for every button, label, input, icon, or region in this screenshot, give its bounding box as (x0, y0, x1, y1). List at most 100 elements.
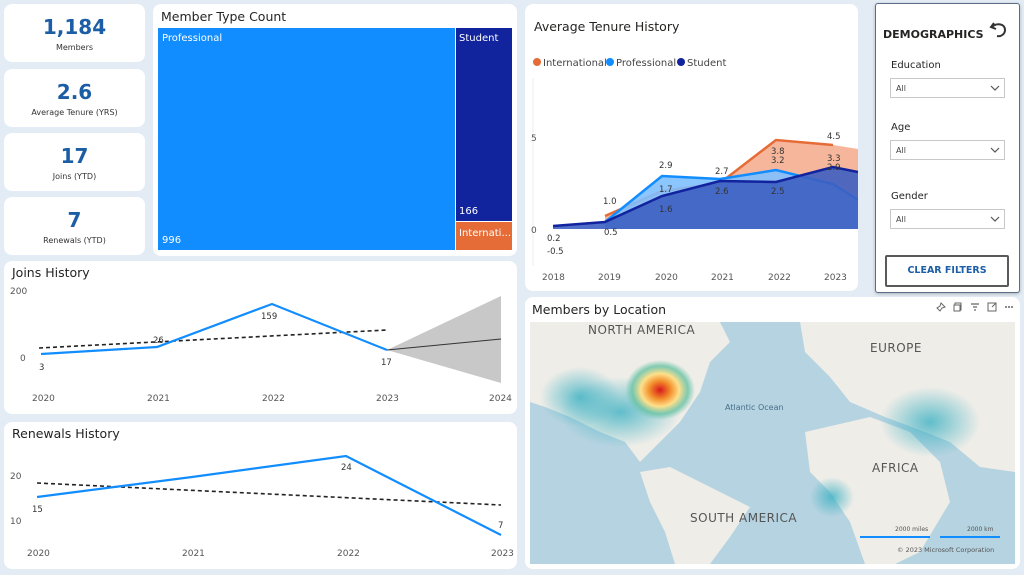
kpi-joins-label: Joins (YTD) (52, 172, 97, 181)
clear-filters-button[interactable]: CLEAR FILTERS (885, 255, 1009, 287)
tenure-x-2023: 2023 (824, 273, 847, 283)
tenure-legend: International Professional Student (533, 58, 726, 69)
chevron-down-icon (990, 216, 1000, 222)
kpi-tenure-label: Average Tenure (YRS) (31, 108, 118, 117)
joins-forecast-line (386, 338, 502, 351)
tenure-label-13: 4.5 (827, 132, 841, 142)
education-label: Education (891, 60, 941, 71)
tenure-label-14: 3.3 (827, 154, 841, 164)
tenure-chart-svg: International Professional Student 5 0 0… (531, 58, 858, 283)
legend-professional: Professional (616, 58, 676, 69)
tenure-line-student (552, 165, 858, 228)
joins-x-2021: 2021 (147, 394, 170, 404)
kpi-tenure-value: 2.6 (56, 80, 93, 104)
gender-select[interactable]: All (890, 209, 1005, 229)
map-canvas[interactable]: NORTH AMERICA EUROPE AFRICA SOUTH AMERIC… (530, 322, 1015, 564)
copy-icon[interactable] (953, 302, 963, 312)
gender-label: Gender (891, 191, 928, 202)
renewals-x-2023: 2023 (491, 549, 514, 559)
tenure-x-2021: 2021 (711, 273, 734, 283)
map-label-ocean: Atlantic Ocean (725, 403, 784, 412)
treemap-cell-international[interactable]: Internati... (456, 222, 512, 250)
kpi-members-value: 1,184 (42, 15, 107, 39)
chevron-down-icon (990, 85, 1000, 91)
tenure-y-tick-0: 0 (531, 226, 537, 236)
education-select[interactable]: All (890, 78, 1005, 98)
legend-dot-professional (606, 58, 614, 66)
undo-icon[interactable] (988, 18, 1010, 40)
joins-y-tick-0: 0 (20, 354, 26, 364)
tenure-label-4: 0.5 (604, 228, 618, 238)
gender-value: All (896, 215, 906, 224)
map-heat-africa (810, 477, 854, 517)
map-label-africa: AFRICA (872, 461, 919, 475)
legend-international: International (543, 58, 607, 69)
map-heat-europe (880, 387, 980, 457)
kpi-renewals-card: 7 Renewals (YTD) (4, 197, 145, 255)
tenure-label-6: 1.7 (659, 185, 673, 195)
tenure-x-2022: 2022 (768, 273, 791, 283)
treemap-title: Member Type Count (161, 9, 287, 24)
joins-line (40, 302, 388, 356)
joins-trendline (38, 329, 388, 349)
tenure-label-7: 1.6 (659, 205, 673, 215)
demographics-title: DEMOGRAPHICS (883, 28, 984, 41)
demographics-filter-panel: DEMOGRAPHICS Education All Age All Gende… (875, 3, 1020, 293)
more-icon[interactable] (1004, 302, 1014, 312)
legend-student: Student (687, 58, 726, 69)
tenure-label-2: -0.5 (547, 247, 564, 257)
expand-icon[interactable] (987, 302, 997, 312)
map-label-europe: EUROPE (870, 341, 922, 355)
tenure-label-11: 3.2 (771, 156, 785, 166)
kpi-members-card: 1,184 Members (4, 4, 145, 62)
kpi-tenure-card: 2.6 Average Tenure (YRS) (4, 69, 145, 127)
tenure-label-3: 1.0 (603, 197, 617, 207)
tenure-label-15: 2.9 (827, 163, 841, 173)
joins-label-2020: 3 (39, 363, 44, 373)
tenure-x-2020: 2020 (655, 273, 678, 283)
joins-label-2022: 159 (261, 312, 277, 322)
map-heat-hotspot (625, 360, 695, 420)
member-type-treemap-card: Member Type Count Professional 996 Stude… (153, 4, 517, 256)
treemap-cell-professional[interactable]: Professional 996 (158, 28, 455, 250)
tenure-label-9: 2.6 (715, 187, 729, 197)
map-land-south-america (640, 467, 750, 564)
joins-x-2020: 2020 (32, 394, 55, 404)
renewals-label-2022: 24 (341, 463, 352, 473)
joins-history-card: Joins History 200 0 3 26 159 17 2020 202… (4, 261, 517, 414)
map-title: Members by Location (532, 302, 667, 317)
renewals-x-2020: 2020 (27, 549, 50, 559)
treemap-label-international: Internati... (459, 228, 511, 239)
renewals-history-card: Renewals History 20 10 15 24 7 2020 2021… (4, 422, 517, 569)
renewals-chart-svg: 20 10 15 24 7 2020 2021 2022 2023 (10, 454, 514, 559)
kpi-joins-card: 17 Joins (YTD) (4, 133, 145, 191)
members-by-location-card: Members by Location (525, 297, 1020, 569)
joins-forecast-range (387, 296, 501, 383)
renewals-label-2023: 7 (498, 521, 503, 531)
renewals-label-2020: 15 (32, 505, 43, 515)
tenure-label-12: 2.5 (771, 187, 785, 197)
visual-header-icons (936, 302, 1014, 312)
renewals-title: Renewals History (12, 426, 120, 441)
tenure-label-5: 2.9 (659, 161, 673, 171)
map-scale-miles: 2000 miles (895, 526, 928, 533)
legend-dot-student (677, 58, 685, 66)
chevron-down-icon (990, 147, 1000, 153)
age-select[interactable]: All (890, 140, 1005, 160)
treemap-value-student: 166 (459, 206, 479, 217)
map-scale-km: 2000 km (967, 526, 994, 533)
treemap-label-student: Student (459, 33, 499, 44)
renewals-y-tick-10: 10 (10, 517, 22, 527)
pin-icon[interactable] (936, 302, 946, 312)
kpi-renewals-value: 7 (67, 208, 82, 232)
renewals-x-2022: 2022 (337, 549, 360, 559)
treemap-label-professional: Professional (162, 33, 223, 44)
treemap-cell-student[interactable]: Student 166 (456, 28, 512, 221)
renewals-trendline (36, 482, 502, 506)
joins-label-2021: 26 (153, 336, 164, 346)
kpi-members-label: Members (55, 43, 94, 52)
joins-x-2023: 2023 (376, 394, 399, 404)
joins-chart-svg: 200 0 3 26 159 17 2020 2021 2022 2023 20… (10, 287, 512, 404)
filter-icon[interactable] (970, 302, 980, 312)
joins-title: Joins History (12, 265, 90, 280)
